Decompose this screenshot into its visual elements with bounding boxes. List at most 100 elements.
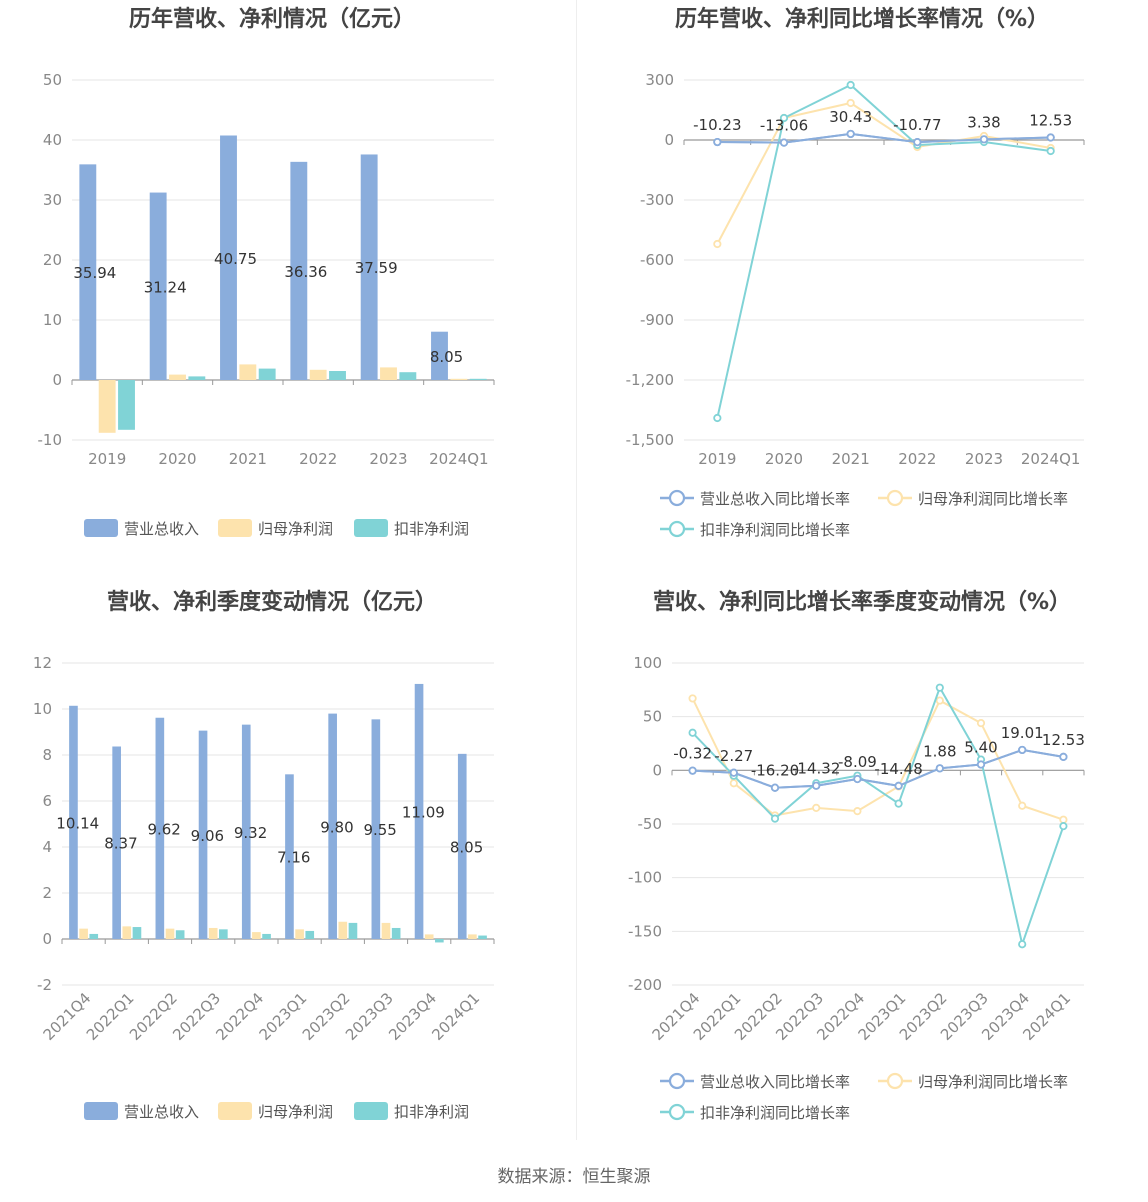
data-label: 1.88 (923, 742, 956, 760)
data-label: 9.55 (363, 821, 396, 839)
data-point (729, 768, 738, 777)
data-point (1059, 752, 1068, 761)
data-point (1018, 801, 1027, 810)
bar (381, 922, 391, 939)
bar (360, 154, 378, 380)
legend-marker (668, 1072, 686, 1090)
y-tick-label: 8 (42, 746, 52, 764)
bar (328, 713, 337, 939)
bar (69, 705, 78, 939)
y-tick-label: 4 (42, 838, 52, 856)
data-label: 9.80 (320, 818, 353, 836)
x-tick-label: 2022 (299, 450, 337, 468)
chart-quarterly-revenue-profit: 营收、净利季度变动情况（亿元）-20246810122021Q42022Q120… (33, 589, 495, 1121)
y-tick-label: 100 (633, 654, 662, 672)
data-label: -14.48 (874, 760, 922, 778)
bar (155, 717, 165, 939)
x-tick-label: 2023 (965, 450, 1003, 468)
data-label: 9.06 (191, 827, 224, 845)
data-point (976, 719, 986, 728)
bar (175, 930, 185, 939)
data-point (1046, 133, 1055, 142)
chart-annual-revenue-profit: 历年营收、净利情况（亿元） -10 0 10 20 30 40 50 2019 2020 2021 2… (38, 6, 495, 538)
bar (79, 928, 88, 939)
y-tick-label: -2 (37, 976, 52, 994)
bar (198, 730, 208, 939)
data-label: -10.77 (893, 116, 941, 134)
x-tick-label: 2021 (832, 450, 870, 468)
bar (391, 927, 401, 939)
chart-title: 营收、净利同比增长率季度变动情况（%） (653, 589, 1071, 615)
x-tick-label: 2022 (898, 450, 936, 468)
chart-title: 营收、净利季度变动情况（亿元） (107, 589, 437, 615)
data-label: 40.75 (214, 250, 257, 268)
x-tick-label: 2021 (229, 450, 267, 468)
data-point (713, 137, 722, 147)
bar (285, 774, 294, 939)
data-point (770, 783, 780, 792)
bar (132, 927, 142, 939)
bar (424, 934, 434, 939)
legend-deducted-profit-swatch (354, 519, 388, 537)
x-tick-label: 2020 (158, 450, 196, 468)
data-point (935, 764, 944, 773)
y-tick-label: -100 (628, 869, 662, 887)
y-tick-label: 30 (43, 191, 62, 209)
legend-marker (886, 1072, 904, 1090)
y-tick-label: 50 (643, 708, 662, 726)
bar (219, 929, 228, 939)
series-line (692, 748, 1064, 789)
bar (122, 926, 132, 939)
bar (348, 922, 358, 939)
legend-label: 营业总收入同比增长率 (700, 1073, 850, 1091)
data-point (913, 138, 922, 147)
data-point (779, 113, 789, 123)
data-point (853, 807, 862, 816)
y-tick-label: -900 (640, 311, 674, 329)
series-line (717, 132, 1051, 144)
legend-marker (668, 520, 686, 538)
bar (208, 927, 218, 939)
data-point (812, 803, 821, 812)
x-tick-label: 2019 (88, 450, 126, 468)
series-line (716, 101, 1051, 245)
data-label: 19.01 (1001, 724, 1044, 742)
x-tick-label: 2020 (765, 450, 803, 468)
data-point (1059, 815, 1068, 824)
data-label: 8.05 (430, 348, 463, 366)
data-label: -16.20 (751, 762, 799, 780)
x-tick-label: 2019 (698, 450, 736, 468)
legend-deducted-profit-label: 扣非净利润 (394, 520, 469, 538)
data-point (1018, 745, 1027, 755)
data-label: -2.27 (714, 747, 753, 765)
bar (290, 161, 308, 380)
y-tick-label: 0 (42, 930, 52, 948)
data-label: 8.05 (450, 838, 483, 856)
legend-label: 归母净利润同比增长率 (918, 490, 1068, 508)
chart-annual-growth-rate: 历年营收、净利同比增长率情况（%） -1,500 -1,200 -900 -600 -30… (626, 6, 1085, 539)
data-point (979, 135, 989, 144)
data-point (846, 129, 855, 139)
bar (220, 135, 237, 380)
bar (258, 368, 276, 380)
data-label: -14.32 (792, 760, 840, 778)
y-tick-label: -600 (640, 251, 674, 269)
y-tick-label: -1,500 (626, 431, 674, 449)
data-point (1046, 146, 1055, 156)
data-label: -0.32 (673, 745, 712, 763)
y-tick-label: -300 (640, 191, 674, 209)
bar (241, 724, 251, 939)
panel-annual-revenue-profit: 历年营收、净利情况（亿元） -10 0 10 20 30 40 50 2019 2020 2021 2… (0, 0, 574, 583)
bar (169, 374, 186, 380)
y-tick-label: -50 (638, 815, 663, 833)
data-point (935, 683, 944, 692)
legend-revenue-swatch (84, 519, 118, 537)
bar (309, 369, 327, 380)
y-tick-label: 12 (33, 654, 52, 672)
series-line (691, 697, 1064, 821)
legend-label: 营业总收入同比增长率 (700, 490, 850, 508)
legend-deducted-profit-swatch (354, 1102, 388, 1120)
y-tick-label: 0 (664, 131, 674, 149)
data-point (729, 779, 738, 788)
y-tick-label: 10 (43, 311, 62, 329)
